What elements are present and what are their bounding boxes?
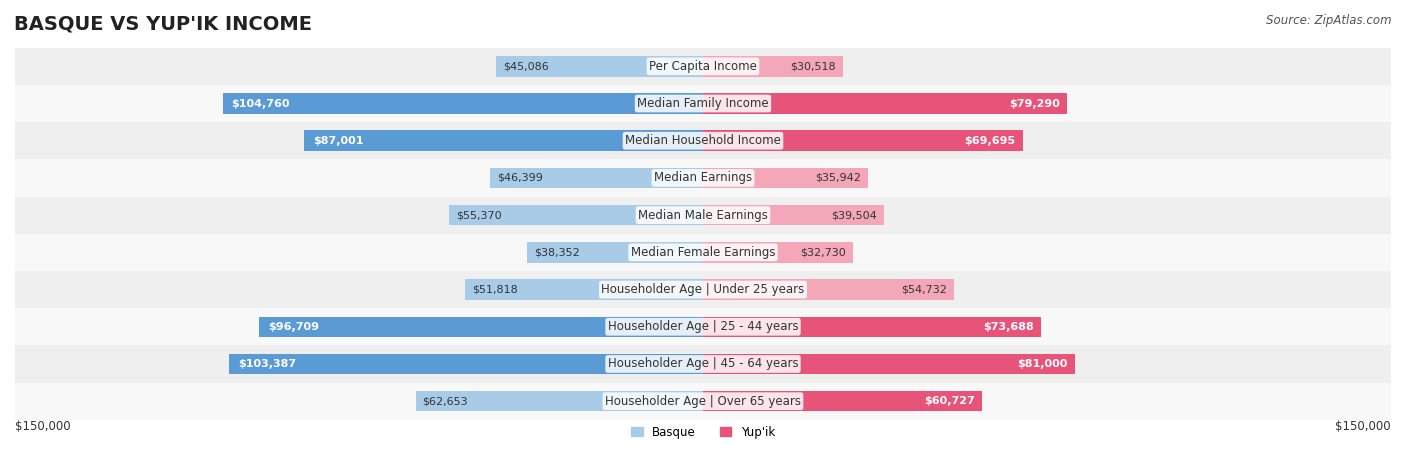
Bar (15, 122, 1391, 159)
Bar (703, 279, 955, 300)
Bar (703, 391, 981, 411)
Text: $103,387: $103,387 (238, 359, 297, 369)
Text: $38,352: $38,352 (534, 248, 579, 257)
Bar (527, 242, 703, 262)
Text: $73,688: $73,688 (983, 322, 1033, 332)
Text: Householder Age | Over 65 years: Householder Age | Over 65 years (605, 395, 801, 408)
Bar (703, 354, 1074, 374)
Text: $79,290: $79,290 (1010, 99, 1060, 108)
Bar (449, 205, 703, 226)
Text: $81,000: $81,000 (1018, 359, 1067, 369)
Text: Median Family Income: Median Family Income (637, 97, 769, 110)
Bar (703, 56, 844, 77)
Text: BASQUE VS YUP'IK INCOME: BASQUE VS YUP'IK INCOME (14, 14, 312, 33)
Bar (15, 85, 1391, 122)
Text: Per Capita Income: Per Capita Income (650, 60, 756, 73)
Legend: Basque, Yup'ik: Basque, Yup'ik (626, 421, 780, 444)
Bar (15, 48, 1391, 85)
Bar (304, 130, 703, 151)
Bar (703, 93, 1067, 114)
Bar (416, 391, 703, 411)
Text: Householder Age | 25 - 44 years: Householder Age | 25 - 44 years (607, 320, 799, 333)
Bar (465, 279, 703, 300)
Text: $35,942: $35,942 (815, 173, 860, 183)
Text: $30,518: $30,518 (790, 61, 837, 71)
Text: $104,760: $104,760 (232, 99, 290, 108)
Text: $62,653: $62,653 (423, 396, 468, 406)
Bar (15, 382, 1391, 420)
Bar (703, 130, 1022, 151)
Text: Median Female Earnings: Median Female Earnings (631, 246, 775, 259)
Text: Median Earnings: Median Earnings (654, 171, 752, 184)
Bar (15, 197, 1391, 234)
Text: $87,001: $87,001 (314, 136, 364, 146)
Text: $55,370: $55,370 (456, 210, 502, 220)
Text: $60,727: $60,727 (924, 396, 974, 406)
Bar (15, 308, 1391, 346)
Bar (703, 242, 853, 262)
Text: $150,000: $150,000 (1336, 420, 1391, 433)
Text: $39,504: $39,504 (831, 210, 877, 220)
Bar (703, 317, 1040, 337)
Bar (496, 56, 703, 77)
Bar (703, 205, 884, 226)
Text: $51,818: $51,818 (472, 284, 517, 295)
Bar (491, 168, 703, 188)
Text: $69,695: $69,695 (965, 136, 1015, 146)
Text: $46,399: $46,399 (498, 173, 543, 183)
Text: Median Male Earnings: Median Male Earnings (638, 209, 768, 222)
Text: $32,730: $32,730 (800, 248, 846, 257)
Text: $45,086: $45,086 (503, 61, 548, 71)
Bar (15, 234, 1391, 271)
Text: Householder Age | 45 - 64 years: Householder Age | 45 - 64 years (607, 357, 799, 370)
Bar (15, 159, 1391, 197)
Bar (15, 346, 1391, 382)
Bar (15, 271, 1391, 308)
Bar (222, 93, 703, 114)
Text: Source: ZipAtlas.com: Source: ZipAtlas.com (1267, 14, 1392, 27)
Bar (229, 354, 703, 374)
Text: Median Household Income: Median Household Income (626, 134, 780, 147)
Bar (260, 317, 703, 337)
Text: $150,000: $150,000 (15, 420, 70, 433)
Text: $96,709: $96,709 (269, 322, 319, 332)
Text: $54,732: $54,732 (901, 284, 948, 295)
Bar (703, 168, 868, 188)
Text: Householder Age | Under 25 years: Householder Age | Under 25 years (602, 283, 804, 296)
